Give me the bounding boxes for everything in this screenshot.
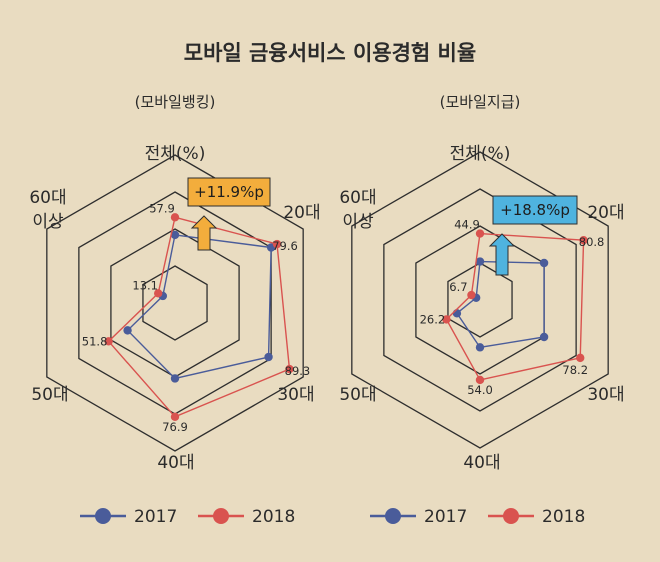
- axis-label: 20대: [587, 203, 624, 223]
- grid-hexagon: [46, 154, 304, 452]
- axis-label: 50대: [31, 385, 68, 405]
- data-point-2017: [452, 309, 462, 318]
- data-point-2017: [170, 230, 180, 240]
- data-point-2018: [467, 290, 476, 300]
- data-point-2017: [475, 343, 485, 352]
- axis-label: 30대: [587, 385, 624, 405]
- callout-box: [187, 177, 271, 207]
- callout-arrow: [190, 215, 218, 251]
- data-point-2018: [154, 289, 163, 298]
- callout-arrow: [488, 233, 516, 276]
- data-point-2018: [475, 229, 485, 238]
- data-point-2017: [475, 257, 485, 266]
- data-point-2018: [579, 236, 588, 245]
- data-label: 78.2: [562, 363, 588, 377]
- data-label: 79.6: [272, 239, 298, 253]
- grid-hexagon: [110, 228, 240, 378]
- axis-label: 30대: [277, 385, 314, 405]
- callout-text: +18.8%p: [500, 201, 570, 219]
- data-label: 13.1: [132, 278, 158, 292]
- data-point-2018: [576, 353, 585, 363]
- data-point-2017: [264, 352, 273, 362]
- axis-label: 전체(%): [450, 144, 511, 164]
- grid-hexagon: [383, 188, 577, 412]
- data-label: 44.9: [454, 218, 480, 232]
- data-label: 6.7: [449, 280, 467, 294]
- legend-label: 2018: [252, 507, 295, 527]
- data-point-2018: [170, 213, 180, 222]
- data-point-2017: [539, 258, 549, 268]
- callout-text: +11.9%p: [194, 183, 264, 201]
- series-line-2017: [126, 234, 272, 380]
- data-label: 80.8: [579, 235, 605, 249]
- legend-item-2018: 2018: [488, 507, 585, 527]
- data-label: 26.2: [420, 312, 446, 326]
- axis-label: 40대: [157, 453, 194, 473]
- legend-item-2018: 2018: [198, 507, 295, 527]
- axis-label: 20대: [283, 203, 320, 223]
- data-point-2018: [272, 239, 282, 249]
- axis-label: 50대: [339, 385, 376, 405]
- data-point-2017: [539, 332, 549, 342]
- radar-chart-1: (모바일뱅킹) 전체(%) 20대 30대 40대 50대 60대 이상 57.9 79.6 89.…: [29, 93, 320, 473]
- legend-marker: [213, 508, 229, 524]
- data-point-2018: [285, 364, 294, 374]
- legend-marker: [95, 508, 111, 524]
- legend-item-2017: 2017: [370, 507, 467, 527]
- chart-subtitle: (모바일뱅킹): [135, 93, 216, 111]
- axis-label: 60대 이상: [29, 188, 66, 232]
- series-line-2018: [445, 232, 585, 381]
- radar-chart-2: (모바일지급) 전체(%) 20대 30대 40대 50대 60대 이상 44.9 80.8 78.…: [339, 93, 624, 473]
- data-point-2018: [104, 337, 113, 346]
- legend-item-2017: 2017: [80, 507, 177, 527]
- legends: 2017 2018 2017 2018: [80, 507, 585, 527]
- axis-label: 전체(%): [145, 144, 206, 164]
- data-point-2018: [170, 412, 180, 422]
- data-label: 89.3: [285, 364, 311, 378]
- callout-box: [492, 195, 578, 225]
- legend-label: 2017: [134, 507, 177, 527]
- legend-label: 2017: [424, 507, 467, 527]
- legend-label: 2018: [542, 507, 585, 527]
- radar-charts: (모바일뱅킹) 전체(%) 20대 30대 40대 50대 60대 이상 57.9 79.6 89.…: [29, 93, 624, 473]
- grid-hexagon: [415, 225, 545, 375]
- chart-subtitle: (모바일지급): [440, 93, 521, 111]
- axis-label: 60대 이상: [339, 188, 376, 232]
- grid-hexagon: [351, 151, 609, 449]
- figure-title: 모바일 금융서비스 이용경험 비율: [184, 41, 476, 65]
- data-label: 54.0: [467, 383, 493, 397]
- grid-hexagon: [447, 262, 513, 338]
- legend-marker: [503, 508, 519, 524]
- data-point-2018: [442, 315, 451, 324]
- data-label: 57.9: [149, 201, 175, 215]
- data-point-2017: [123, 326, 132, 335]
- axis-label: 40대: [463, 453, 500, 473]
- data-point-2018: [475, 375, 485, 385]
- data-point-2017: [170, 374, 180, 383]
- legend-marker: [385, 508, 401, 524]
- grid-hexagon: [142, 265, 208, 341]
- data-label: 76.9: [162, 420, 188, 434]
- data-label: 51.8: [82, 334, 108, 348]
